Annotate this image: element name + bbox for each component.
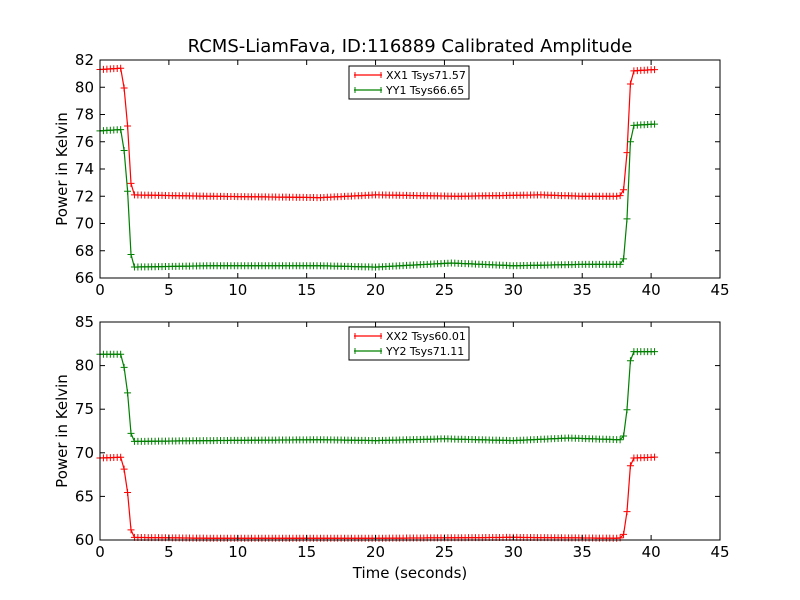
data-point [127, 179, 135, 187]
x-tick-label: 5 [164, 281, 174, 299]
y-tick-label: 68 [75, 242, 94, 260]
legend-label: XX2 Tsys60.01 [386, 330, 466, 343]
data-point [127, 429, 135, 437]
data-point [626, 138, 634, 146]
data-point [620, 530, 628, 538]
plot-frame [99, 321, 721, 541]
series-markers-0-0 [96, 64, 659, 202]
series-line-1-0 [99, 456, 655, 539]
x-tick-label: 45 [710, 281, 729, 299]
y-tick-label: 75 [75, 400, 94, 418]
x-tick-label: 30 [504, 281, 523, 299]
data-point [124, 187, 132, 195]
data-point [120, 363, 128, 371]
legend: XX2 Tsys60.01 YY2 Tsys71.11 [348, 326, 470, 361]
data-point [651, 120, 659, 128]
x-tick-label: 40 [642, 281, 661, 299]
x-tick-label: 20 [366, 543, 385, 561]
y-tick-label: 76 [75, 133, 94, 151]
data-point [124, 489, 132, 497]
y-tick-label: 70 [75, 444, 94, 462]
legend-label: YY1 Tsys66.65 [385, 84, 464, 97]
data-point [120, 465, 128, 473]
series-markers-1-0 [96, 453, 659, 542]
y-tick-label: 82 [75, 51, 94, 69]
legend-box [348, 65, 470, 100]
x-tick-label: 10 [228, 281, 247, 299]
x-tick-label: 35 [573, 281, 592, 299]
data-point [127, 250, 135, 258]
legend-marker [354, 348, 382, 354]
x-tick-label: 5 [164, 543, 174, 561]
data-point [616, 192, 624, 200]
x-tick-label: 35 [573, 543, 592, 561]
x-tick-label: 0 [95, 543, 105, 561]
data-point [124, 389, 132, 397]
y-tick-label: 66 [75, 269, 94, 287]
x-tick-label: 10 [228, 543, 247, 561]
x-tick-label: 30 [504, 543, 523, 561]
data-point [616, 260, 624, 268]
y-tick-label: 70 [75, 215, 94, 233]
x-tick-label: 20 [366, 281, 385, 299]
legend-box [348, 326, 470, 361]
data-point [623, 406, 631, 414]
x-tick-label: 15 [297, 543, 316, 561]
bottom-plot: 0 5 10 15 20 25 30 35 40 45 60 65 70 75 80 85 Power in K… [53, 313, 730, 582]
legend-marker [354, 87, 382, 93]
legend-marker [354, 333, 382, 339]
x-tick-label: 45 [710, 543, 729, 561]
y-tick-label: 78 [75, 106, 94, 124]
data-point [620, 255, 628, 263]
data-point [613, 192, 621, 200]
data-point [117, 64, 125, 72]
data-point [117, 350, 125, 358]
y-tick-label: 74 [75, 160, 94, 178]
y-axis-label: Power in Kelvin [53, 112, 71, 226]
chart-title: RCMS-LiamFava, ID:116889 Calibrated Ampl… [188, 36, 633, 57]
top-plot: 0 5 10 15 20 25 30 35 40 45 66 68 70 72 74 76 78 80 82 Powe… [53, 51, 730, 299]
data-point [120, 147, 128, 155]
data-point [651, 453, 659, 461]
x-tick-label: 0 [95, 281, 105, 299]
data-point [124, 122, 132, 130]
data-point [651, 66, 659, 74]
data-point [117, 453, 125, 461]
y-tick-label: 80 [75, 357, 94, 375]
data-point [117, 126, 125, 134]
data-point [620, 432, 628, 440]
data-point [127, 526, 135, 534]
data-point [620, 186, 628, 194]
data-point [626, 357, 634, 365]
x-tick-label: 25 [435, 543, 454, 561]
data-point [616, 436, 624, 444]
data-point [623, 215, 631, 223]
legend: XX1 Tsys71.57 YY1 Tsys66.65 [348, 65, 470, 100]
legend-marker [354, 72, 382, 78]
y-tick-label: 80 [75, 78, 94, 96]
y-axis-label: Power in Kelvin [53, 374, 71, 488]
series-markers-1-1 [96, 348, 659, 445]
data-point [623, 508, 631, 516]
legend-label: YY2 Tsys71.11 [385, 345, 464, 358]
y-tick-label: 72 [75, 187, 94, 205]
series-line-1-1 [100, 351, 655, 442]
data-point [120, 84, 128, 92]
legend-label: XX1 Tsys71.57 [386, 69, 466, 82]
data-point [626, 80, 634, 88]
x-tick-label: 15 [297, 281, 316, 299]
y-tick-label: 60 [75, 531, 94, 549]
y-tick-label: 65 [75, 487, 94, 505]
x-axis-label: Time (seconds) [352, 564, 468, 582]
y-tick-label: 85 [75, 313, 94, 331]
series-markers-0-1 [96, 120, 659, 271]
x-tick-label: 40 [642, 543, 661, 561]
data-point [626, 462, 634, 470]
data-point [651, 348, 659, 356]
x-tick-label: 25 [435, 281, 454, 299]
